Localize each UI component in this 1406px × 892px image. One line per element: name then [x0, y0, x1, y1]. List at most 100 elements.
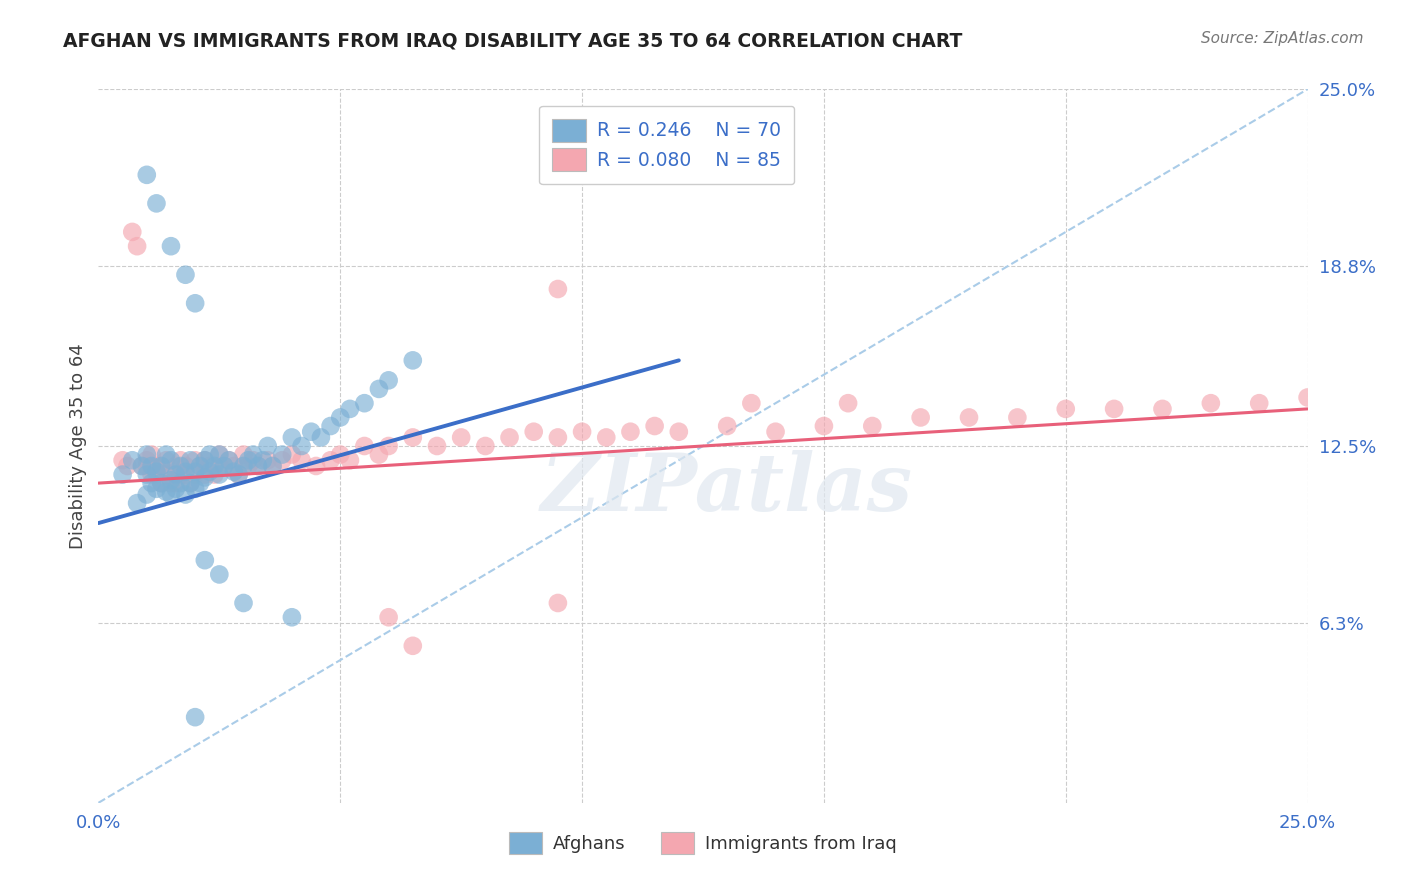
- Point: [155, 467, 177, 482]
- Point: [160, 487, 183, 501]
- Point: [141, 467, 163, 482]
- Point: [165, 482, 187, 496]
- Point: [184, 710, 207, 724]
- Point: [218, 453, 240, 467]
- Point: [184, 467, 207, 482]
- Point: [377, 373, 399, 387]
- Point: [1249, 396, 1271, 410]
- Point: [339, 401, 361, 416]
- Point: [319, 419, 342, 434]
- Legend: Afghans, Immigrants from Iraq: Afghans, Immigrants from Iraq: [502, 825, 904, 862]
- Point: [155, 448, 177, 462]
- Point: [165, 476, 187, 491]
- Point: [837, 396, 859, 410]
- Point: [169, 467, 191, 482]
- Point: [135, 458, 157, 473]
- Point: [305, 458, 328, 473]
- Point: [1152, 401, 1174, 416]
- Point: [150, 458, 173, 473]
- Point: [150, 476, 173, 491]
- Point: [145, 458, 167, 473]
- Point: [169, 458, 191, 473]
- Point: [1199, 396, 1222, 410]
- Point: [619, 425, 641, 439]
- Point: [228, 467, 250, 482]
- Point: [141, 476, 163, 491]
- Point: [160, 467, 183, 482]
- Point: [141, 458, 163, 473]
- Point: [160, 473, 183, 487]
- Point: [740, 396, 762, 410]
- Point: [377, 610, 399, 624]
- Point: [127, 496, 149, 510]
- Y-axis label: Disability Age 35 to 64: Disability Age 35 to 64: [69, 343, 87, 549]
- Point: [339, 453, 361, 467]
- Point: [247, 458, 270, 473]
- Point: [165, 458, 187, 473]
- Point: [135, 467, 157, 482]
- Point: [256, 453, 278, 467]
- Point: [121, 453, 143, 467]
- Point: [232, 596, 254, 610]
- Point: [188, 458, 211, 473]
- Point: [281, 430, 304, 444]
- Point: [208, 448, 231, 462]
- Point: [188, 458, 211, 473]
- Point: [242, 453, 264, 467]
- Point: [232, 448, 254, 462]
- Point: [256, 439, 278, 453]
- Point: [309, 430, 332, 444]
- Point: [194, 453, 217, 467]
- Point: [238, 458, 260, 473]
- Point: [281, 610, 304, 624]
- Point: [155, 484, 177, 499]
- Point: [281, 448, 304, 462]
- Text: AFGHAN VS IMMIGRANTS FROM IRAQ DISABILITY AGE 35 TO 64 CORRELATION CHART: AFGHAN VS IMMIGRANTS FROM IRAQ DISABILIT…: [63, 31, 963, 50]
- Point: [150, 458, 173, 473]
- Point: [165, 467, 187, 482]
- Point: [208, 458, 231, 473]
- Point: [169, 476, 191, 491]
- Point: [860, 419, 883, 434]
- Point: [222, 465, 245, 479]
- Point: [262, 458, 284, 473]
- Point: [716, 419, 738, 434]
- Point: [238, 453, 260, 467]
- Point: [194, 453, 217, 467]
- Point: [194, 470, 217, 484]
- Point: [208, 567, 231, 582]
- Point: [368, 382, 391, 396]
- Text: ZIPatlas: ZIPatlas: [541, 450, 914, 527]
- Point: [262, 458, 284, 473]
- Point: [155, 453, 177, 467]
- Point: [174, 458, 197, 473]
- Point: [160, 476, 183, 491]
- Point: [299, 425, 322, 439]
- Point: [957, 410, 980, 425]
- Point: [208, 467, 231, 482]
- Point: [644, 419, 666, 434]
- Point: [135, 487, 157, 501]
- Point: [1296, 391, 1319, 405]
- Point: [290, 439, 312, 453]
- Point: [368, 448, 391, 462]
- Point: [117, 458, 139, 473]
- Point: [198, 465, 221, 479]
- Point: [668, 425, 690, 439]
- Point: [547, 282, 569, 296]
- Text: Source: ZipAtlas.com: Source: ZipAtlas.com: [1201, 31, 1364, 46]
- Point: [765, 425, 787, 439]
- Point: [145, 482, 167, 496]
- Point: [450, 430, 472, 444]
- Point: [1054, 401, 1077, 416]
- Point: [498, 430, 520, 444]
- Point: [547, 430, 569, 444]
- Point: [232, 458, 254, 473]
- Point: [571, 425, 593, 439]
- Point: [111, 467, 134, 482]
- Point: [174, 268, 197, 282]
- Point: [271, 448, 294, 462]
- Point: [179, 476, 201, 491]
- Point: [222, 458, 245, 473]
- Point: [402, 353, 425, 368]
